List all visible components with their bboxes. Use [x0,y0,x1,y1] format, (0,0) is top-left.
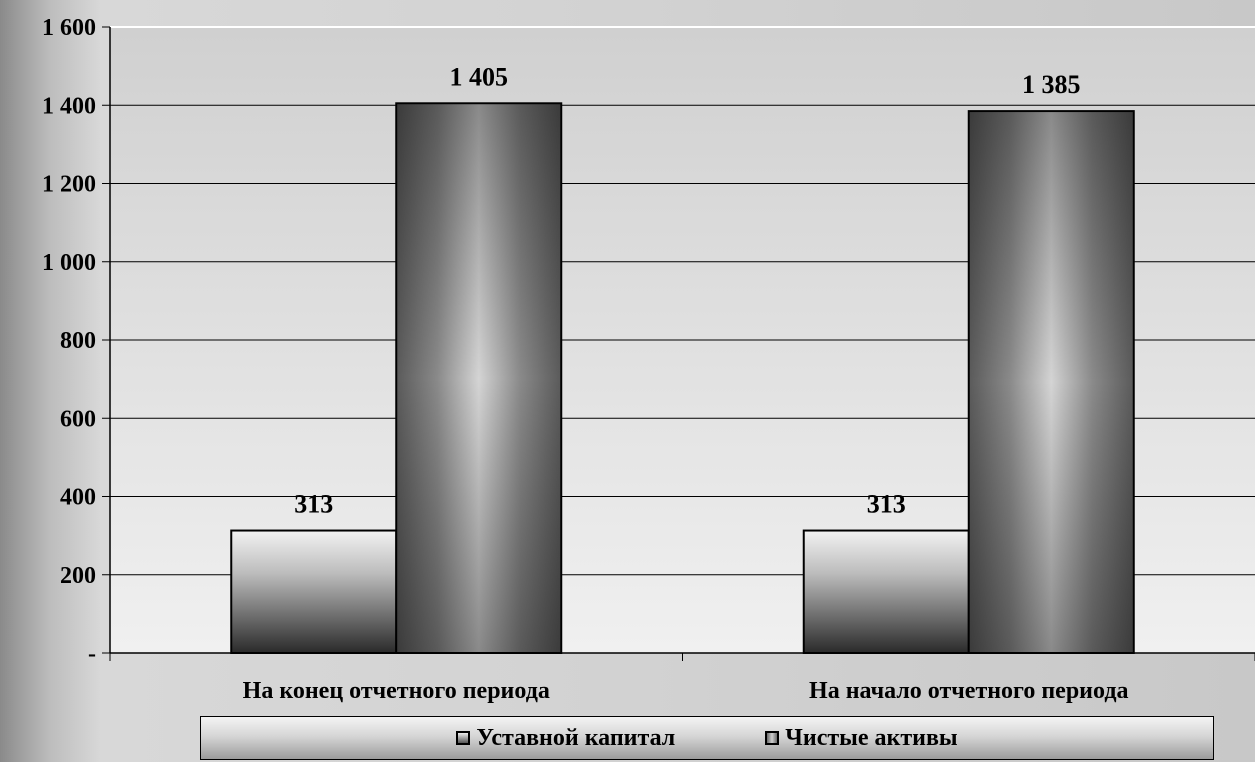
y-tick-label-200: 200 [60,563,96,589]
category-label-2: На начало отчетного периода [809,678,1128,704]
bar-series-1-cat-1 [230,529,398,655]
y-tick-label-1000: 1 000 [42,250,96,276]
legend-swatch-series-2 [765,731,780,745]
data-label-series-2-cat-1: 1 405 [450,62,509,91]
y-tick-label-0: - [88,641,96,667]
bar-shade-series-2-cat-1 [397,104,561,652]
legend-label-series-2: Чистые активы [785,724,958,751]
y-tick-label-600: 600 [60,406,96,432]
bar-series-1-cat-2 [802,529,970,655]
y-tick-label-1200: 1 200 [42,172,96,198]
y-tick-label-1600: 1 600 [42,15,96,41]
legend-swatch-series-1 [456,731,471,745]
legend-item-series-1: Уставной капитал [456,725,675,752]
bar-shade-series-2-cat-2 [969,112,1133,652]
data-labels: 313 1 405 313 1 385 [294,62,1080,518]
bars [230,102,1135,655]
y-tick-labels: - 200 400 600 800 1 000 1 200 1 400 1 600 [42,15,96,667]
y-tick-label-400: 400 [60,485,96,511]
y-tick-label-800: 800 [60,328,96,354]
y-tick-label-1400: 1 400 [42,93,96,119]
data-label-series-2-cat-2: 1 385 [1022,70,1081,99]
category-labels: На конец отчетного периода На начало отче… [243,678,1129,704]
data-label-series-1-cat-2: 313 [867,490,906,519]
legend-label-series-1: Уставной капитал [476,724,676,751]
bar-chart: - 200 400 600 800 1 000 1 200 1 400 1 600 313 1 4… [42,15,1255,704]
legend: Уставной капитал Чистые активы [200,716,1214,760]
legend-item-series-2: Чистые активы [765,724,958,752]
data-label-series-1-cat-1: 313 [294,490,333,519]
category-label-1: На конец отчетного периода [243,678,550,704]
